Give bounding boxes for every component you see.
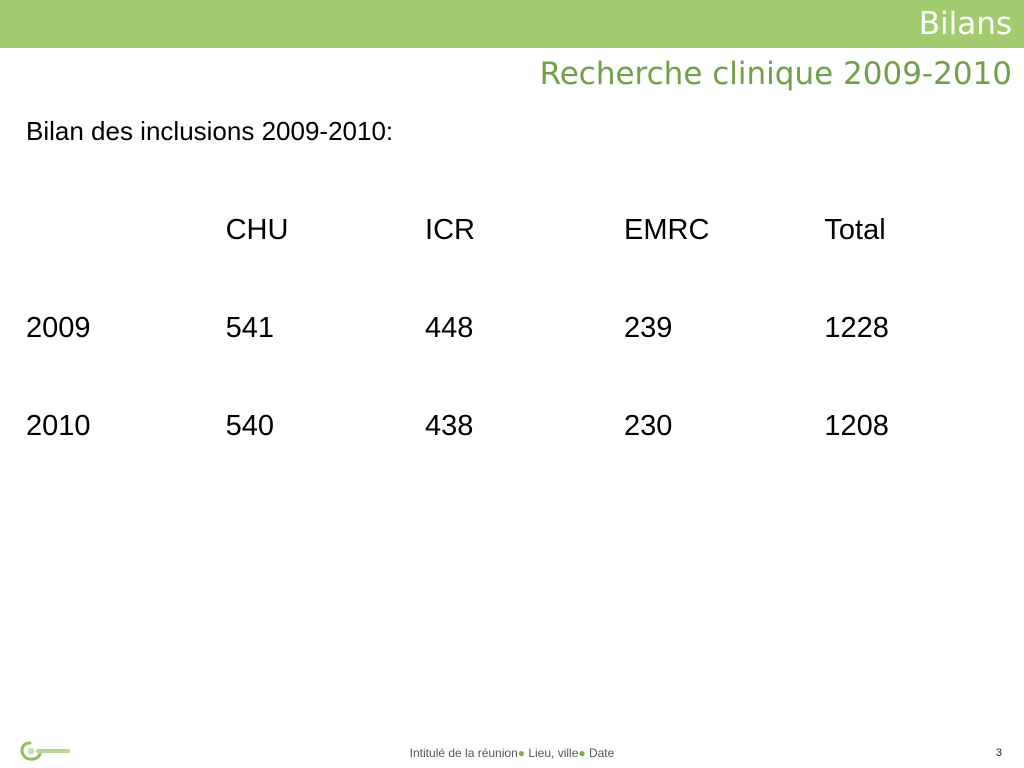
footer-separator-dot: ●	[517, 746, 525, 760]
header-band: Bilans	[0, 0, 1024, 48]
footer-date: Date	[585, 746, 615, 760]
table-cell: 1208	[824, 410, 889, 442]
footer-place: Lieu, ville	[525, 746, 579, 760]
footer-separator-dot: ●	[578, 746, 586, 760]
header-cell-total: Total	[824, 214, 886, 246]
table-cell: 438	[425, 410, 474, 442]
footer-meeting-info: Intitulé de la réunion● Lieu, ville● Dat…	[0, 746, 1024, 760]
row-year-cell: 2009	[26, 312, 91, 344]
table-cell: 230	[624, 410, 673, 442]
header-cell-emrc: EMRC	[624, 214, 710, 246]
header-title: Bilans	[918, 6, 1012, 42]
page-number: 3	[995, 747, 1002, 759]
section-title: Bilan des inclusions 2009-2010:	[26, 116, 394, 146]
table-cell: 540	[225, 410, 274, 442]
oncomip-logo-icon	[20, 741, 70, 761]
header-cell-icr: ICR	[425, 214, 475, 246]
table-row: 2010 540 438 230 1208	[26, 408, 1024, 506]
table-cell: 239	[624, 312, 673, 344]
table-cell: 448	[425, 312, 474, 344]
table-row: 2009 541 448 239 1228	[26, 310, 1024, 408]
inclusions-table: CHU ICR EMRC Total 2009 541 448 239 1228…	[26, 212, 1024, 506]
row-year-cell: 2010	[26, 410, 91, 442]
table-header-row: CHU ICR EMRC Total	[26, 212, 1024, 310]
slide-subtitle: Recherche clinique 2009-2010	[539, 56, 1012, 92]
footer-meeting: Intitulé de la réunion	[409, 746, 518, 760]
table-cell: 541	[225, 312, 274, 344]
table-cell: 1228	[824, 312, 889, 344]
header-cell-empty	[26, 212, 226, 310]
header-cell-chu: CHU	[225, 214, 289, 246]
